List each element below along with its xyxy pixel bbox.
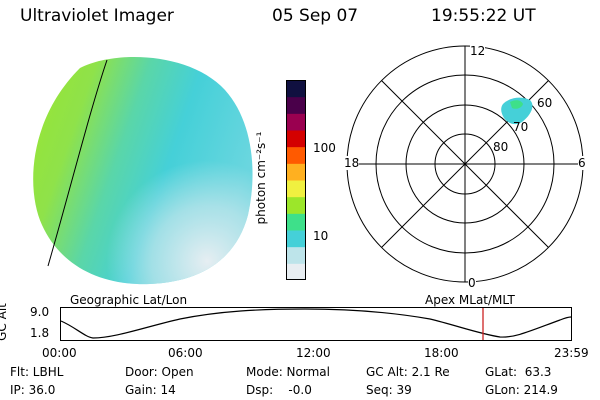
colorbar: [286, 80, 306, 280]
colorbar-segment: [286, 130, 306, 148]
colorbar-tick-100: 100: [313, 141, 336, 155]
auroral-patch-core: [510, 100, 523, 109]
altitude-tick-high: 9.0: [30, 305, 50, 319]
apex-title: Apex MLat/MLT: [425, 293, 515, 307]
lat-label-70: 70: [513, 120, 529, 134]
altitude-panel-frame: [60, 307, 572, 341]
lat-label-60: 60: [537, 96, 553, 110]
mode-value: Mode: Normal: [246, 365, 330, 379]
colorbar-segment: [286, 246, 306, 264]
door-value: Door: Open: [125, 365, 194, 379]
dsp-value: Dsp: -0.0: [246, 383, 312, 397]
colorbar-segment: [286, 180, 306, 198]
instrument-title: Ultraviolet Imager: [20, 6, 174, 26]
time-tick-2359: 23:59: [554, 346, 589, 360]
colorbar-segment: [286, 230, 306, 248]
colorbar-segment: [286, 163, 306, 181]
time-tick-1200: 12:00: [296, 346, 331, 360]
colorbar-segment: [286, 213, 306, 231]
auroral-patch: [501, 97, 533, 125]
colorbar-segment: [286, 196, 306, 214]
polar-mlt-plot: [346, 45, 584, 283]
time-label: 19:55:22 UT: [431, 6, 536, 26]
time-tick-0600: 06:00: [168, 346, 203, 360]
colorbar-segment: [286, 263, 306, 280]
mlt-label-6: 6: [578, 156, 586, 170]
altitude-axis-label: GC Alt: [0, 303, 9, 341]
glat-value: GLat: 63.3: [485, 365, 552, 379]
mlt-label-18: 18: [344, 156, 360, 170]
time-tick-1800: 18:00: [424, 346, 459, 360]
colorbar-segment: [286, 96, 306, 114]
gc-alt-value: GC Alt: 2.1 Re: [366, 365, 450, 379]
colorbar-segment: [286, 113, 306, 131]
altitude-tick-low: 1.8: [30, 326, 50, 340]
ip-value: IP: 36.0: [10, 383, 56, 397]
geographic-uv-image: [33, 57, 253, 285]
colorbar-tick-10: 10: [313, 229, 329, 243]
terminator-line: [47, 59, 108, 267]
filter-value: Flt: LBHL: [10, 365, 64, 379]
mlt-label-0: 0: [468, 276, 476, 290]
time-tick-0000: 00:00: [42, 346, 77, 360]
colorbar-segment: [286, 146, 306, 164]
geographic-title: Geographic Lat/Lon: [70, 293, 188, 307]
mlt-label-12: 12: [470, 44, 486, 58]
colorbar-segment: [286, 80, 306, 98]
glon-value: GLon: 214.9: [485, 383, 558, 397]
altitude-trace-panel: [60, 307, 572, 341]
gain-value: Gain: 14: [125, 383, 176, 397]
lat-label-80: 80: [493, 140, 509, 154]
colorbar-frame: [286, 80, 306, 280]
altitude-curve: [60, 308, 572, 339]
sequence-value: Seq: 39: [366, 383, 412, 397]
colorbar-unit-label: photon cm⁻²s⁻¹: [254, 131, 268, 225]
date-label: 05 Sep 07: [272, 6, 359, 26]
